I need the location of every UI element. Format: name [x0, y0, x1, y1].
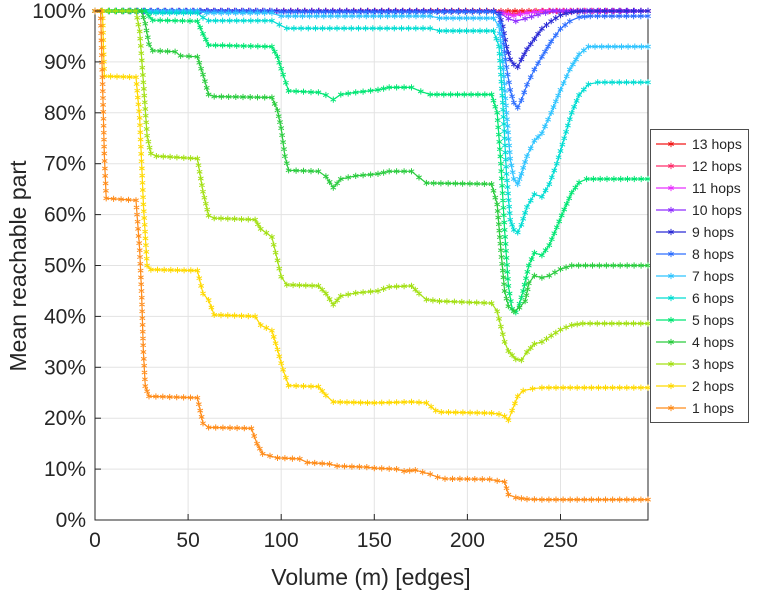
y-tick-label: 0% [56, 509, 86, 532]
legend-label: 4 hops [692, 334, 735, 350]
legend-label: 2 hops [692, 378, 735, 394]
legend-marker-icon [656, 228, 686, 236]
series-lines [92, 7, 651, 503]
series-3-hops [92, 7, 651, 364]
y-tick-label: 30% [44, 356, 86, 379]
legend-label: 3 hops [692, 356, 735, 372]
x-tick-label: 200 [450, 529, 485, 552]
y-tick-label: 80% [44, 102, 86, 125]
x-tick-label: 100 [264, 529, 299, 552]
x-axis-label: Volume (m) [edges] [271, 564, 470, 590]
x-tick-label: 50 [176, 529, 199, 552]
x-tick-label: 150 [357, 529, 392, 552]
legend-item: 4 hops [655, 331, 742, 353]
legend-label: 9 hops [692, 224, 735, 240]
legend-item: 7 hops [655, 265, 742, 287]
legend-item: 2 hops [655, 375, 742, 397]
legend-label: 7 hops [692, 268, 735, 284]
legend-label: 6 hops [692, 290, 735, 306]
legend-item: 11 hops [655, 177, 742, 199]
y-tick-label: 90% [44, 51, 86, 74]
legend-item: 3 hops [655, 353, 742, 375]
legend-label: 5 hops [692, 312, 735, 328]
legend-marker-icon [656, 250, 686, 258]
axis-ticks [94, 10, 561, 521]
series-4-hops [92, 7, 651, 315]
y-tick-label: 60% [44, 204, 86, 227]
legend-marker-icon [656, 338, 686, 346]
series-7-hops [92, 7, 651, 188]
tick-labels: 0 50 100 150 200 250 0% 10% 20% 30% 40% 50% 60% 70% 80… [32, 0, 578, 552]
legend-label: 13 hops [692, 136, 742, 152]
legend-label: 8 hops [692, 246, 735, 262]
gridlines [95, 10, 648, 520]
y-tick-label: 70% [44, 153, 86, 176]
x-tick-label: 0 [89, 529, 101, 552]
y-tick-label: 50% [44, 255, 86, 278]
legend-marker-icon [656, 206, 686, 214]
legend-item: 6 hops [655, 287, 742, 309]
legend-marker-icon [656, 316, 686, 324]
legend-marker-icon [656, 140, 686, 148]
series-2-hops [92, 7, 651, 424]
legend-item: 12 hops [655, 155, 742, 177]
legend-marker-icon [656, 272, 686, 280]
legend-marker-icon [656, 294, 686, 302]
legend-item: 10 hops [655, 199, 742, 221]
legend-marker-icon [656, 404, 686, 412]
y-tick-label: 100% [32, 0, 86, 23]
series-8-hops [92, 7, 651, 111]
series-1-hops [92, 7, 651, 503]
legend-marker-icon [656, 360, 686, 368]
y-axis-label: Mean reachable part [5, 160, 31, 372]
legend-item: 8 hops [655, 243, 742, 265]
legend-marker-icon [656, 162, 686, 170]
legend-item: 9 hops [655, 221, 742, 243]
x-tick-label: 250 [543, 529, 578, 552]
legend-marker-icon [656, 382, 686, 390]
legend: 13 hops 12 hops 11 hops 10 hops 9 hops 8 hops… [650, 129, 749, 423]
y-tick-label: 20% [44, 407, 86, 430]
legend-item: 13 hops [655, 133, 742, 155]
legend-label: 10 hops [692, 202, 742, 218]
legend-label: 11 hops [692, 180, 741, 196]
y-tick-label: 10% [44, 458, 86, 481]
series-6-hops [92, 7, 651, 236]
legend-label: 12 hops [692, 158, 742, 174]
legend-label: 1 hops [692, 400, 735, 416]
y-tick-label: 40% [44, 305, 86, 328]
legend-item: 5 hops [655, 309, 742, 331]
legend-item: 1 hops [655, 397, 742, 419]
legend-marker-icon [656, 184, 686, 192]
